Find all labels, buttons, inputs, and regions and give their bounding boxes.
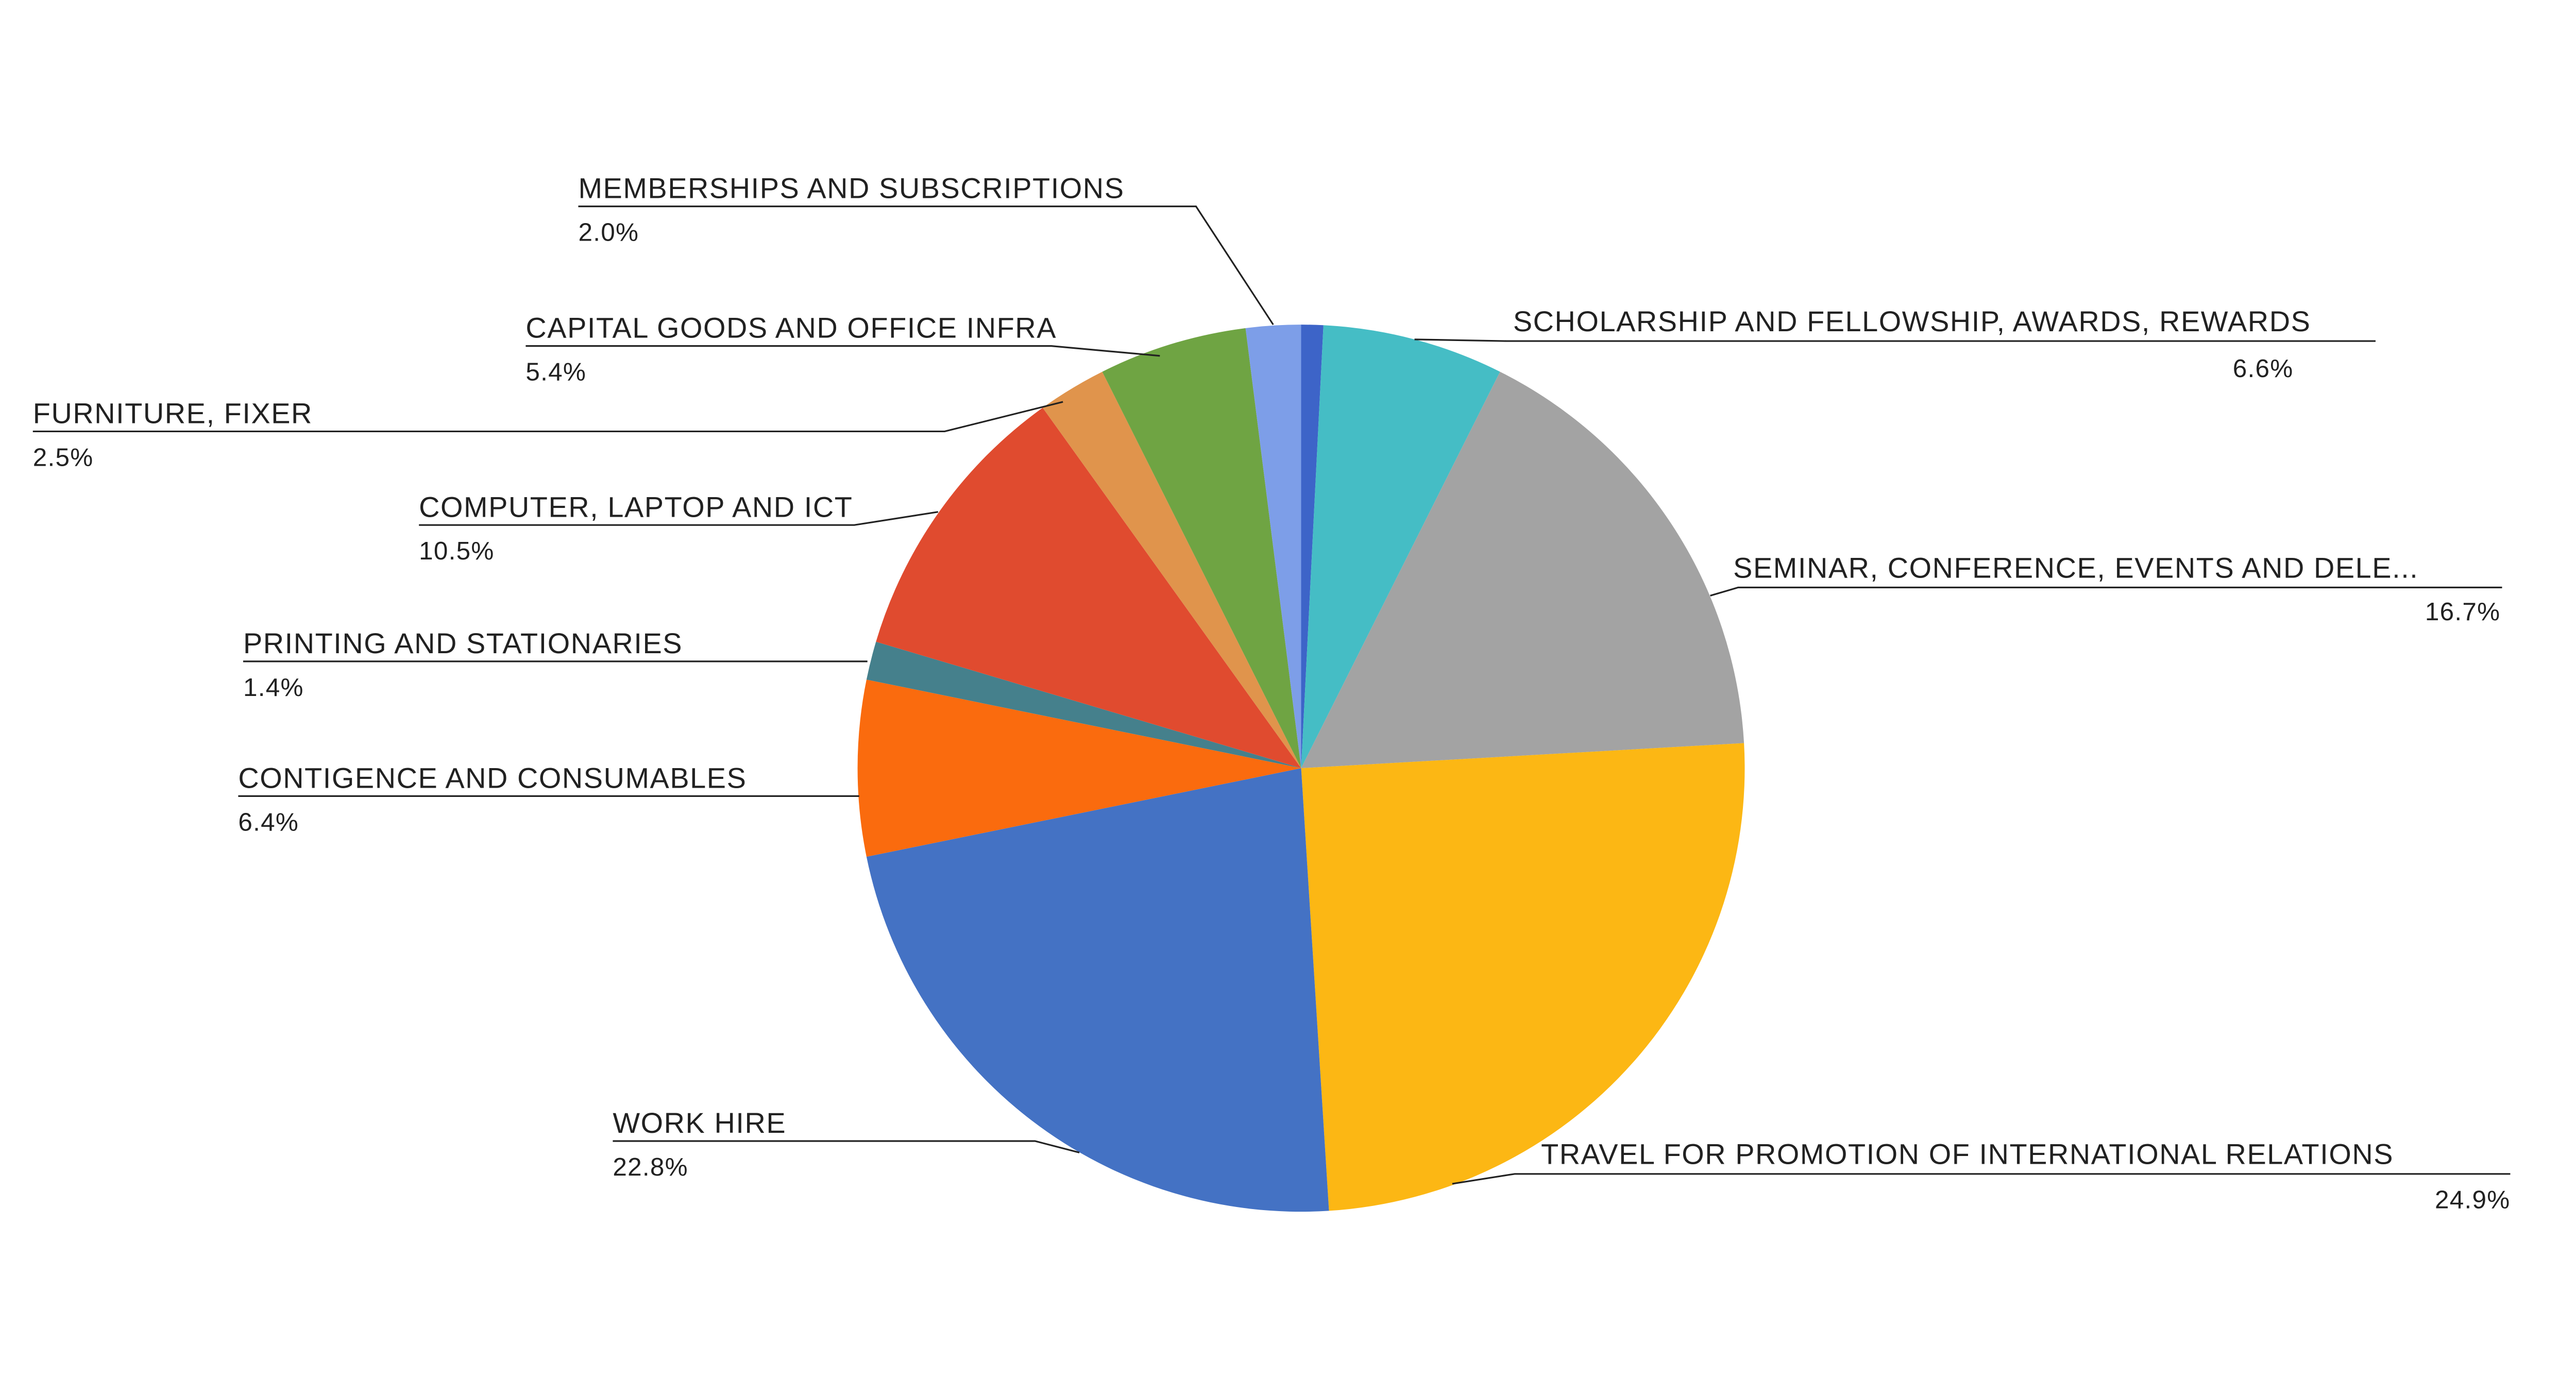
leader-line-work-hire xyxy=(613,1140,1080,1153)
pie-slice-printing[interactable] xyxy=(866,641,1301,769)
slice-pct-furniture: 2.5% xyxy=(33,443,94,471)
pie-slice-scholarship[interactable] xyxy=(1301,325,1500,769)
leader-line-furniture xyxy=(32,401,1063,433)
slice-label-travel: TRAVEL FOR PROMOTION OF INTERNATIONAL RE… xyxy=(1541,1138,2394,1170)
slice-pct-contigence: 6.4% xyxy=(238,808,299,836)
slice-label-computer: COMPUTER, LAPTOP AND ICT xyxy=(419,490,853,523)
slice-pct-work-hire: 22.8% xyxy=(613,1153,688,1181)
pie-slice-capital[interactable] xyxy=(1102,328,1301,769)
pie-slice-memberships[interactable] xyxy=(1245,325,1301,769)
slice-label-printing: PRINTING AND STATIONARIES xyxy=(243,627,683,659)
pie-slices xyxy=(857,325,1745,1212)
leader-line-computer xyxy=(419,511,939,526)
slice-label-capital: CAPITAL GOODS AND OFFICE INFRA xyxy=(526,312,1057,344)
slice-label-furniture: FURNITURE, FIXER xyxy=(33,397,313,430)
pie-slice-computer[interactable] xyxy=(876,407,1301,769)
pie-slice-furniture[interactable] xyxy=(1042,371,1301,769)
slice-label-scholarship: SCHOLARSHIP AND FELLOWSHIP, AWARDS, REWA… xyxy=(1513,305,2311,337)
pie-slice-work-hire[interactable] xyxy=(866,768,1329,1212)
pie-slice-seminar[interactable] xyxy=(1301,371,1744,769)
slice-label-contigence: CONTIGENCE AND CONSUMABLES xyxy=(238,761,747,794)
pie-slice-contigence[interactable] xyxy=(857,679,1301,857)
leader-line-scholarship xyxy=(1414,338,2376,342)
slice-label-seminar: SEMINAR, CONFERENCE, EVENTS AND DELE... xyxy=(1733,551,2418,584)
leader-line-seminar xyxy=(1710,586,2502,597)
leader-line-capital xyxy=(526,345,1160,357)
leader-line-travel xyxy=(1452,1173,2511,1185)
slice-pct-travel: 24.9% xyxy=(2435,1186,2510,1214)
slice-pct-printing: 1.4% xyxy=(243,673,304,702)
leader-line-memberships xyxy=(578,206,1274,326)
pie-slice-other[interactable] xyxy=(1301,325,1324,769)
pie-slice-travel[interactable] xyxy=(1301,743,1745,1211)
slice-pct-seminar: 16.7% xyxy=(2425,598,2500,626)
leader-lines xyxy=(32,206,2511,1185)
slice-labels: SCHOLARSHIP AND FELLOWSHIP, AWARDS, REWA… xyxy=(33,172,2510,1214)
slice-pct-computer: 10.5% xyxy=(419,537,494,565)
slice-pct-capital: 5.4% xyxy=(526,358,586,386)
slice-label-work-hire: WORK HIRE xyxy=(613,1107,786,1139)
slice-pct-memberships: 2.0% xyxy=(578,218,639,247)
slice-label-memberships: MEMBERSHIPS AND SUBSCRIPTIONS xyxy=(578,172,1124,205)
slice-pct-scholarship: 6.6% xyxy=(2233,354,2294,383)
